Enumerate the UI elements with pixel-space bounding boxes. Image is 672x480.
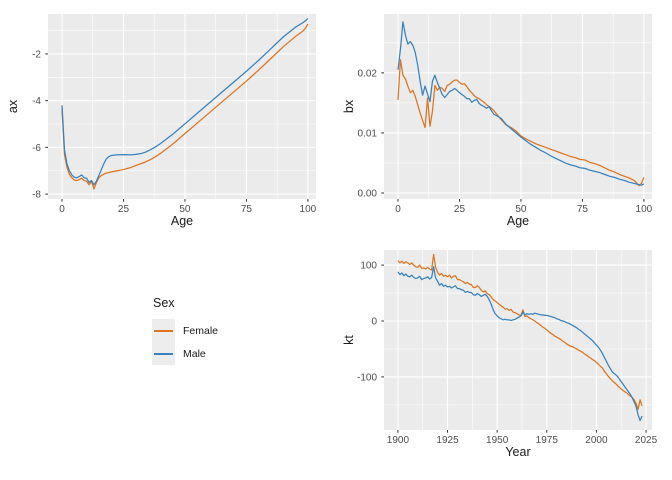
x-tick-label: 50: [179, 204, 191, 215]
bx-chart: 0 25 50 75 100 0.00 0.01 0.02 Age bx: [342, 14, 653, 228]
x-tick-label: 100: [300, 204, 317, 215]
y-tick-label: -6: [32, 143, 41, 154]
x-axis-title: Age: [507, 214, 529, 228]
x-tick-label: 75: [577, 204, 589, 215]
series-line-male: [397, 266, 643, 422]
female-line-swatch-icon: [154, 329, 173, 332]
y-tick-label: 0.01: [358, 128, 378, 139]
x-axis-title: Year: [505, 445, 530, 459]
y-axis-title: ax: [6, 99, 20, 113]
legend-label-female: Female: [183, 324, 219, 337]
x-tick-label: 75: [241, 204, 253, 215]
legend-item-female: Female: [152, 319, 218, 342]
legend-quadrant: Sex Female Male: [0, 240, 336, 480]
series-line-male: [61, 17, 309, 186]
kt-chart: 1900 1925 1950 1975 2000 2025 100 0 -100 Year kt: [342, 250, 658, 459]
ax-panel-quadrant: 0 25 50 75 100 -2 -4 -6 -8 Age ax: [0, 0, 336, 240]
legend-key-female: [152, 319, 175, 342]
panel-background: [384, 250, 652, 430]
legend-key-male: [152, 342, 175, 365]
bx-panel-quadrant: 0 25 50 75 100 0.00 0.01 0.02 Age bx: [336, 0, 672, 240]
y-tick-label: -4: [32, 96, 41, 107]
legend: Sex Female Male: [152, 296, 218, 365]
series-group: [397, 21, 645, 187]
x-tick-label: 1925: [436, 435, 459, 446]
y-tick-label: 0: [371, 316, 377, 327]
y-tick-label: 0.00: [358, 188, 378, 199]
series-group: [61, 17, 309, 190]
ax-chart: 0 25 50 75 100 -2 -4 -6 -8 Age ax: [6, 14, 317, 228]
series-group: [397, 253, 643, 422]
x-tick-label: 0: [59, 204, 65, 215]
y-axis-title: kt: [342, 335, 356, 345]
x-tick-label: 1900: [387, 435, 410, 446]
panel-background: [48, 14, 316, 199]
x-tick-label: 25: [454, 204, 466, 215]
x-tick-label: 0: [395, 204, 401, 215]
x-tick-label: 2000: [585, 435, 608, 446]
x-tick-label: 50: [515, 204, 527, 215]
series-line-female: [397, 59, 645, 187]
legend-title: Sex: [153, 296, 175, 310]
series-line-female: [61, 23, 309, 190]
male-line-swatch-icon: [154, 352, 173, 355]
y-axis-title: bx: [342, 99, 356, 113]
x-tick-label: 2025: [635, 435, 658, 446]
kt-panel-quadrant: 1900 1925 1950 1975 2000 2025 100 0 -100 Year kt: [336, 240, 672, 480]
x-tick-label: 100: [636, 204, 653, 215]
series-line-female: [397, 253, 643, 410]
legend-item-male: Male: [152, 342, 218, 365]
y-tick-label: 0.02: [358, 68, 378, 79]
y-tick-label: 100: [360, 261, 377, 272]
series-line-male: [397, 21, 645, 186]
x-axis-title: Age: [171, 214, 193, 228]
x-tick-label: 25: [118, 204, 130, 215]
y-tick-label: -100: [357, 372, 377, 383]
x-tick-label: 1975: [536, 435, 559, 446]
x-tick-label: 1950: [486, 435, 509, 446]
legend-label-male: Male: [183, 347, 206, 360]
y-tick-label: -8: [32, 190, 41, 201]
y-tick-label: -2: [32, 49, 41, 60]
